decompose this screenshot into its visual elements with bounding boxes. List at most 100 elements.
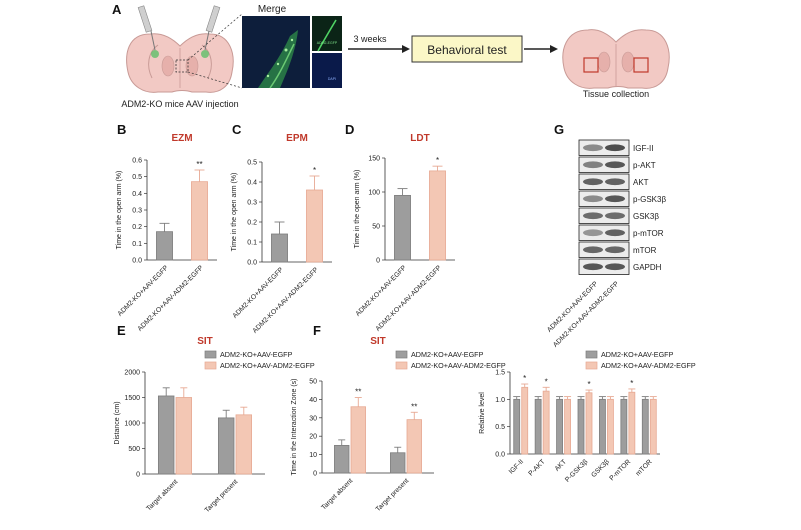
blot-band [583, 178, 603, 186]
x-tick-label: GSK3β [590, 458, 611, 479]
western-blot-panel: G IGF-II p-AKT AKT p-GSK3β GSK3β p-mTOR mTOR GA… [546, 122, 666, 349]
bar [156, 231, 173, 261]
arrow-2-head [550, 45, 558, 53]
legend-label-adm2: ADM2-KO+AAV-ADM2-EGFP [601, 361, 696, 370]
legend-f: ADM2-KO+AAV-EGFP ADM2-KO+AAV-ADM2-EGFP [395, 350, 506, 370]
y-tick-label: 0.1 [247, 240, 257, 247]
blot-band [583, 263, 603, 271]
x-tick-label: Target present [204, 478, 240, 514]
blot-strip [578, 258, 630, 275]
blot-band [583, 212, 603, 220]
x-tick-label: Target absent [320, 477, 354, 511]
bar [394, 194, 411, 261]
significance-marker: * [313, 166, 316, 175]
y-axis-label: Time in the Interaction Zone (s) [291, 378, 298, 475]
x-tick-label: mTOR [635, 458, 654, 477]
chart-d: D LDT 0 50 100 150 Time in the open arm (%) ADM… [345, 122, 455, 333]
chart-title: SIT [197, 336, 213, 347]
y-tick-label: 0.4 [247, 180, 257, 187]
legend-e: ADM2-KO+AAV-EGFP ADM2-KO+AAV-ADM2-EGFP [204, 350, 315, 370]
y-tick-label: 0 [376, 258, 380, 265]
chart-title: EPM [286, 133, 308, 144]
y-tick-label: 100 [368, 190, 380, 197]
blot-band [583, 195, 603, 203]
bar [556, 398, 563, 455]
significance-marker: * [545, 377, 548, 386]
x-tick-label: ADM2-KO+AAV-ADM2-EGFP [137, 264, 206, 333]
blot-band [605, 144, 625, 152]
bar [585, 392, 593, 455]
blot-label: mTOR [633, 246, 657, 255]
y-axis-label: Time in the open arm (%) [116, 171, 123, 250]
blot-band [605, 161, 625, 169]
blot-label: AKT [633, 178, 649, 187]
chart-g2: 0.0 0.5 1.0 1.5 Relative level * IGF-II * P-AKT A… [479, 370, 660, 484]
panel-a: A Merge [112, 2, 670, 109]
legend-label-adm2: ADM2-KO+AAV-ADM2-EGFP [411, 361, 506, 370]
x-tick-label: P-AKT [527, 458, 546, 477]
panel-d-label: D [345, 122, 354, 137]
y-tick-label: 0.5 [247, 160, 257, 167]
merge-title: Merge [258, 4, 287, 15]
blot-band [605, 263, 625, 271]
blot-label: GAPDH [633, 263, 662, 272]
significance-marker: * [436, 156, 439, 165]
inset-dapi-label: DAPI [328, 77, 336, 81]
significance-marker: ** [411, 402, 417, 411]
y-tick-label: 1.0 [495, 397, 505, 404]
behavioral-test-box [411, 35, 523, 63]
y-tick-label: 0.6 [132, 158, 142, 165]
blot-band [583, 246, 603, 254]
y-tick-label: 0.1 [132, 241, 142, 248]
bar [350, 406, 366, 474]
bar [641, 398, 649, 455]
syringe-left-icon [137, 5, 156, 51]
bar [157, 395, 175, 475]
bar [429, 170, 446, 261]
blot-band [583, 229, 603, 237]
legend-label-egfp: ADM2-KO+AAV-EGFP [220, 350, 293, 359]
y-tick-label: 1000 [124, 421, 140, 428]
significance-marker: ** [355, 388, 361, 397]
legend-swatch-egfp [204, 350, 217, 359]
blot-band [605, 195, 625, 203]
chart-c: C EPM 0.0 0.1 0.2 0.3 0.4 0.5 Time in the open a… [231, 122, 332, 335]
chart-title: LDT [410, 133, 429, 144]
blot-strip [578, 190, 630, 207]
legend-g: ADM2-KO+AAV-EGFP ADM2-KO+AAV-ADM2-EGFP [585, 350, 696, 370]
merge-micrograph: ADM2-EGFP DAPI [242, 16, 342, 89]
brain-injection-illustration [126, 5, 243, 93]
y-tick-label: 0.0 [132, 258, 142, 265]
x-tick-label: P-mTOR [608, 458, 632, 482]
y-tick-label: 50 [309, 379, 317, 386]
blot-label: IGF-II [633, 144, 653, 153]
significance-marker: ** [196, 160, 202, 169]
blot-strip [578, 241, 630, 258]
y-tick-label: 0.4 [132, 191, 142, 198]
blot-band [605, 246, 625, 254]
blot-strip [578, 139, 630, 156]
y-tick-label: 40 [309, 397, 317, 404]
significance-marker: * [630, 379, 633, 388]
bar [620, 398, 628, 455]
bar [217, 417, 235, 475]
y-tick-label: 1500 [124, 395, 140, 402]
blot-band [605, 178, 625, 186]
legend-swatch-egfp [395, 350, 408, 359]
panel-e-label: E [117, 323, 126, 338]
y-tick-label: 0.3 [247, 200, 257, 207]
bar [542, 390, 550, 455]
panel-b-label: B [117, 122, 126, 137]
blot-label: p-GSK3β [633, 195, 666, 204]
syringe-right-icon [204, 5, 221, 51]
legend-label-egfp: ADM2-KO+AAV-EGFP [601, 350, 674, 359]
caption-tissue: Tissue collection [583, 89, 649, 99]
legend-swatch-adm2 [395, 361, 408, 370]
x-tick-label: ADM2-KO+AAV-ADM2-EGFP [252, 266, 321, 335]
legend-swatch-adm2 [204, 361, 217, 370]
x-tick-label: P-GSK3β [564, 458, 589, 483]
inset-egfp-label: ADM2-EGFP [317, 41, 338, 45]
blot-strip [578, 224, 630, 241]
y-tick-label: 0.2 [247, 220, 257, 227]
bar [334, 444, 350, 474]
